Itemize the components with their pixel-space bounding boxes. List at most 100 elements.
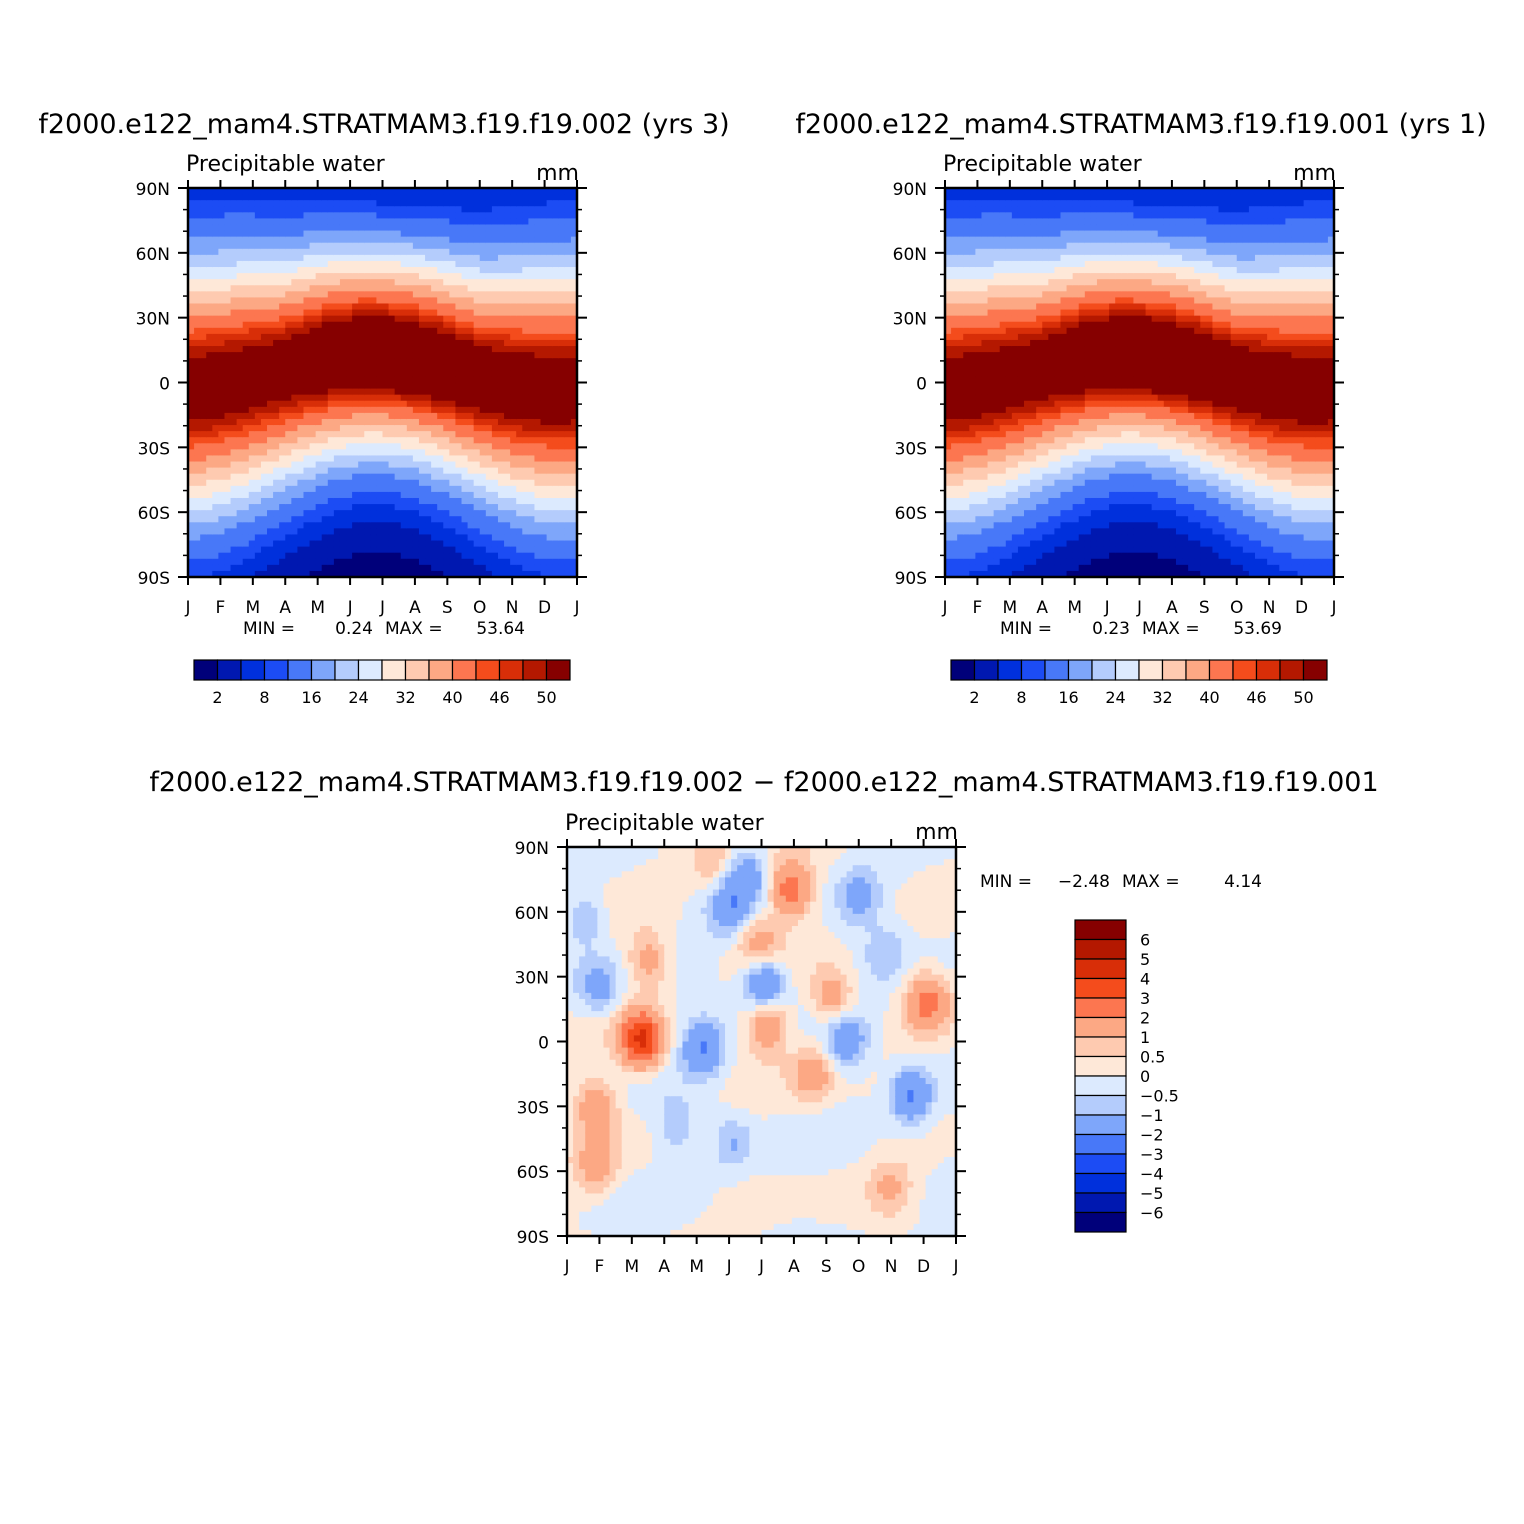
field-cell (510, 212, 517, 219)
field-cell (315, 230, 323, 238)
field-cell (540, 431, 548, 438)
field-cell (212, 224, 219, 232)
field-cell (564, 279, 572, 286)
field-cell (188, 418, 195, 426)
field-cell (291, 376, 299, 384)
field-cell (339, 522, 347, 529)
field-cell (394, 254, 402, 262)
field-cell (297, 510, 305, 517)
field-cell (370, 333, 378, 341)
field-cell (418, 370, 426, 378)
field-cell (224, 248, 232, 256)
field-cell (418, 400, 426, 408)
field-cell (327, 449, 335, 457)
field-cell (194, 358, 201, 365)
field-cell (352, 212, 359, 219)
field-cell (546, 364, 554, 371)
field-cell (975, 303, 983, 311)
field-cell (394, 364, 402, 371)
field-cell (522, 467, 529, 475)
field-cell (467, 431, 475, 438)
field-cell (951, 418, 958, 426)
field-cell (248, 248, 256, 256)
field-cell (376, 200, 384, 207)
field-cell (376, 558, 384, 566)
field-cell (418, 479, 426, 487)
field-cell (951, 321, 958, 329)
field-cell (315, 552, 323, 560)
field-cell (254, 431, 262, 438)
field-cell (945, 570, 952, 578)
field-cell (987, 285, 995, 292)
field-cell (339, 358, 347, 365)
field-cell (1005, 449, 1013, 457)
field-cell (987, 333, 995, 341)
field-cell (333, 400, 341, 408)
field-cell (230, 400, 238, 408)
field-cell (376, 522, 384, 529)
field-cell (279, 455, 286, 463)
field-cell (327, 467, 335, 475)
field-cell (981, 200, 989, 207)
field-cell (945, 491, 952, 499)
field-cell (267, 346, 274, 353)
field-cell (400, 479, 408, 487)
field-cell (516, 224, 523, 232)
field-cell (333, 224, 341, 232)
field-cell (291, 425, 299, 432)
field-cell (273, 400, 280, 408)
field-cell (291, 224, 299, 232)
field-cell (987, 273, 995, 280)
field-cell (528, 364, 536, 371)
field-cell (1005, 188, 1013, 195)
field-cell (516, 285, 523, 292)
field-cell (291, 570, 299, 578)
field-cell (473, 230, 481, 238)
field-cell (242, 510, 250, 517)
field-cell (394, 461, 402, 469)
field-cell (443, 309, 450, 317)
field-cell (418, 291, 426, 299)
field-cell (248, 236, 256, 244)
field-cell (218, 188, 226, 195)
field-cell (969, 400, 976, 408)
field-cell (224, 370, 232, 378)
field-cell (309, 516, 317, 523)
field-cell (449, 327, 457, 335)
field-cell (248, 260, 256, 268)
field-cell (200, 248, 207, 256)
field-cell (528, 485, 536, 493)
field-cell (951, 291, 958, 299)
field-cell (364, 242, 371, 250)
field-cell (957, 406, 964, 414)
field-cell (510, 540, 517, 548)
field-cell (461, 370, 469, 378)
field-cell (333, 291, 341, 299)
field-cell (522, 333, 529, 341)
field-cell (224, 212, 232, 219)
field-cell (945, 327, 952, 335)
field-cell (963, 358, 970, 365)
field-cell (382, 370, 390, 378)
field-cell (273, 267, 280, 274)
field-cell (491, 376, 499, 384)
field-cell (370, 425, 378, 432)
field-cell (388, 564, 396, 572)
field-cell (485, 461, 493, 469)
field-cell (467, 188, 475, 195)
field-cell (443, 346, 450, 353)
field-cell (546, 254, 554, 262)
field-cell (497, 254, 505, 262)
field-cell (957, 564, 964, 572)
field-cell (224, 346, 232, 353)
field-cell (339, 254, 347, 262)
field-cell (418, 212, 426, 219)
field-cell (449, 552, 457, 560)
field-cell (315, 218, 323, 226)
field-cell (254, 333, 262, 341)
field-cell (285, 534, 292, 542)
field-cell (945, 291, 952, 299)
field-cell (418, 558, 426, 566)
field-cell (564, 303, 572, 311)
field-cell (297, 491, 305, 499)
